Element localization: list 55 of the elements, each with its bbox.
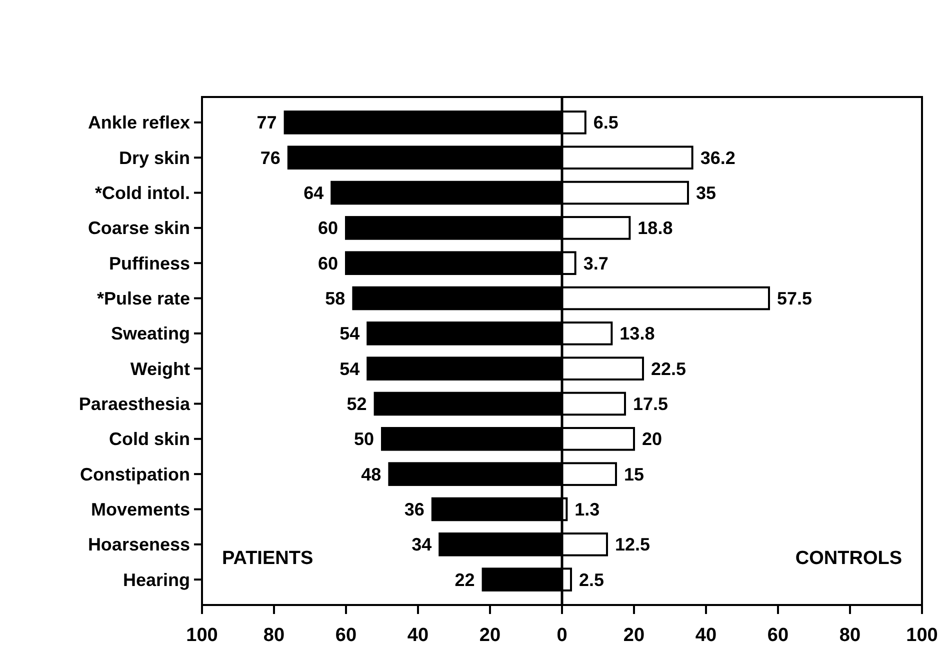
- x-tick-label: 40: [407, 625, 429, 646]
- y-tick-label: Constipation: [80, 464, 190, 484]
- x-tick-label: 0: [556, 625, 568, 646]
- data-label: 76: [260, 148, 280, 168]
- y-tick-label: Cold skin: [108, 429, 190, 450]
- data-label: 22: [454, 570, 475, 590]
- data-label: 17.5: [633, 394, 668, 414]
- y-tick-label: *Pulse rate: [96, 288, 190, 309]
- data-label: 15: [624, 464, 644, 484]
- y-tick-label: *Cold intol.: [95, 183, 190, 204]
- x-tick-label: 80: [263, 625, 285, 646]
- y-tick-label: Weight: [130, 358, 190, 379]
- data-label: 36: [404, 500, 424, 520]
- y-tick-label: Ankle reflex: [88, 112, 190, 133]
- data-label: 50: [354, 429, 374, 450]
- y-tick-label: Coarse skin: [88, 218, 190, 238]
- data-label: 77: [256, 112, 277, 133]
- x-tick-label: 20: [623, 625, 645, 646]
- annotation: CONTROLS: [795, 548, 902, 570]
- x-tick-label: 60: [767, 625, 789, 646]
- y-tick-label: Sweating: [110, 324, 190, 344]
- x-tick-label: 40: [695, 625, 717, 646]
- data-label: 1.3: [574, 500, 600, 520]
- data-label: 57.5: [777, 288, 812, 309]
- x-tick-label: 80: [839, 625, 861, 646]
- y-tick-label: Hoarseness: [88, 534, 190, 555]
- data-label: 48: [361, 464, 382, 484]
- y-tick-label: Puffiness: [108, 253, 190, 274]
- data-label: 60: [318, 253, 338, 274]
- data-label: 58: [325, 288, 346, 309]
- data-label: 60: [318, 218, 338, 238]
- y-tick-label: Paraesthesia: [78, 394, 191, 414]
- annotation: PATIENTS: [222, 548, 314, 570]
- x-tick-label: 100: [186, 625, 218, 646]
- data-label: 34: [412, 534, 432, 555]
- y-tick-label: Dry skin: [118, 148, 190, 168]
- x-tick-label: 100: [906, 625, 938, 646]
- x-tick-label: 60: [335, 625, 357, 646]
- x-tick-label: 20: [479, 625, 501, 646]
- y-tick-label: Hearing: [122, 570, 190, 590]
- data-label: 52: [346, 394, 367, 414]
- data-label: 36.2: [700, 148, 736, 168]
- data-label: 6.5: [593, 112, 618, 133]
- data-label: 3.7: [583, 253, 608, 274]
- data-label: 54: [340, 358, 360, 379]
- data-label: 22.5: [651, 358, 686, 379]
- data-label: 35: [696, 183, 716, 204]
- y-tick-label: Movements: [90, 500, 190, 520]
- data-label: 12.5: [615, 534, 650, 555]
- data-label: 54: [340, 324, 360, 344]
- data-label: 13.8: [620, 324, 655, 344]
- data-label: 20: [642, 429, 662, 450]
- data-label: 2.5: [579, 570, 604, 590]
- data-label: 64: [304, 183, 324, 204]
- data-label: 18.8: [638, 218, 673, 238]
